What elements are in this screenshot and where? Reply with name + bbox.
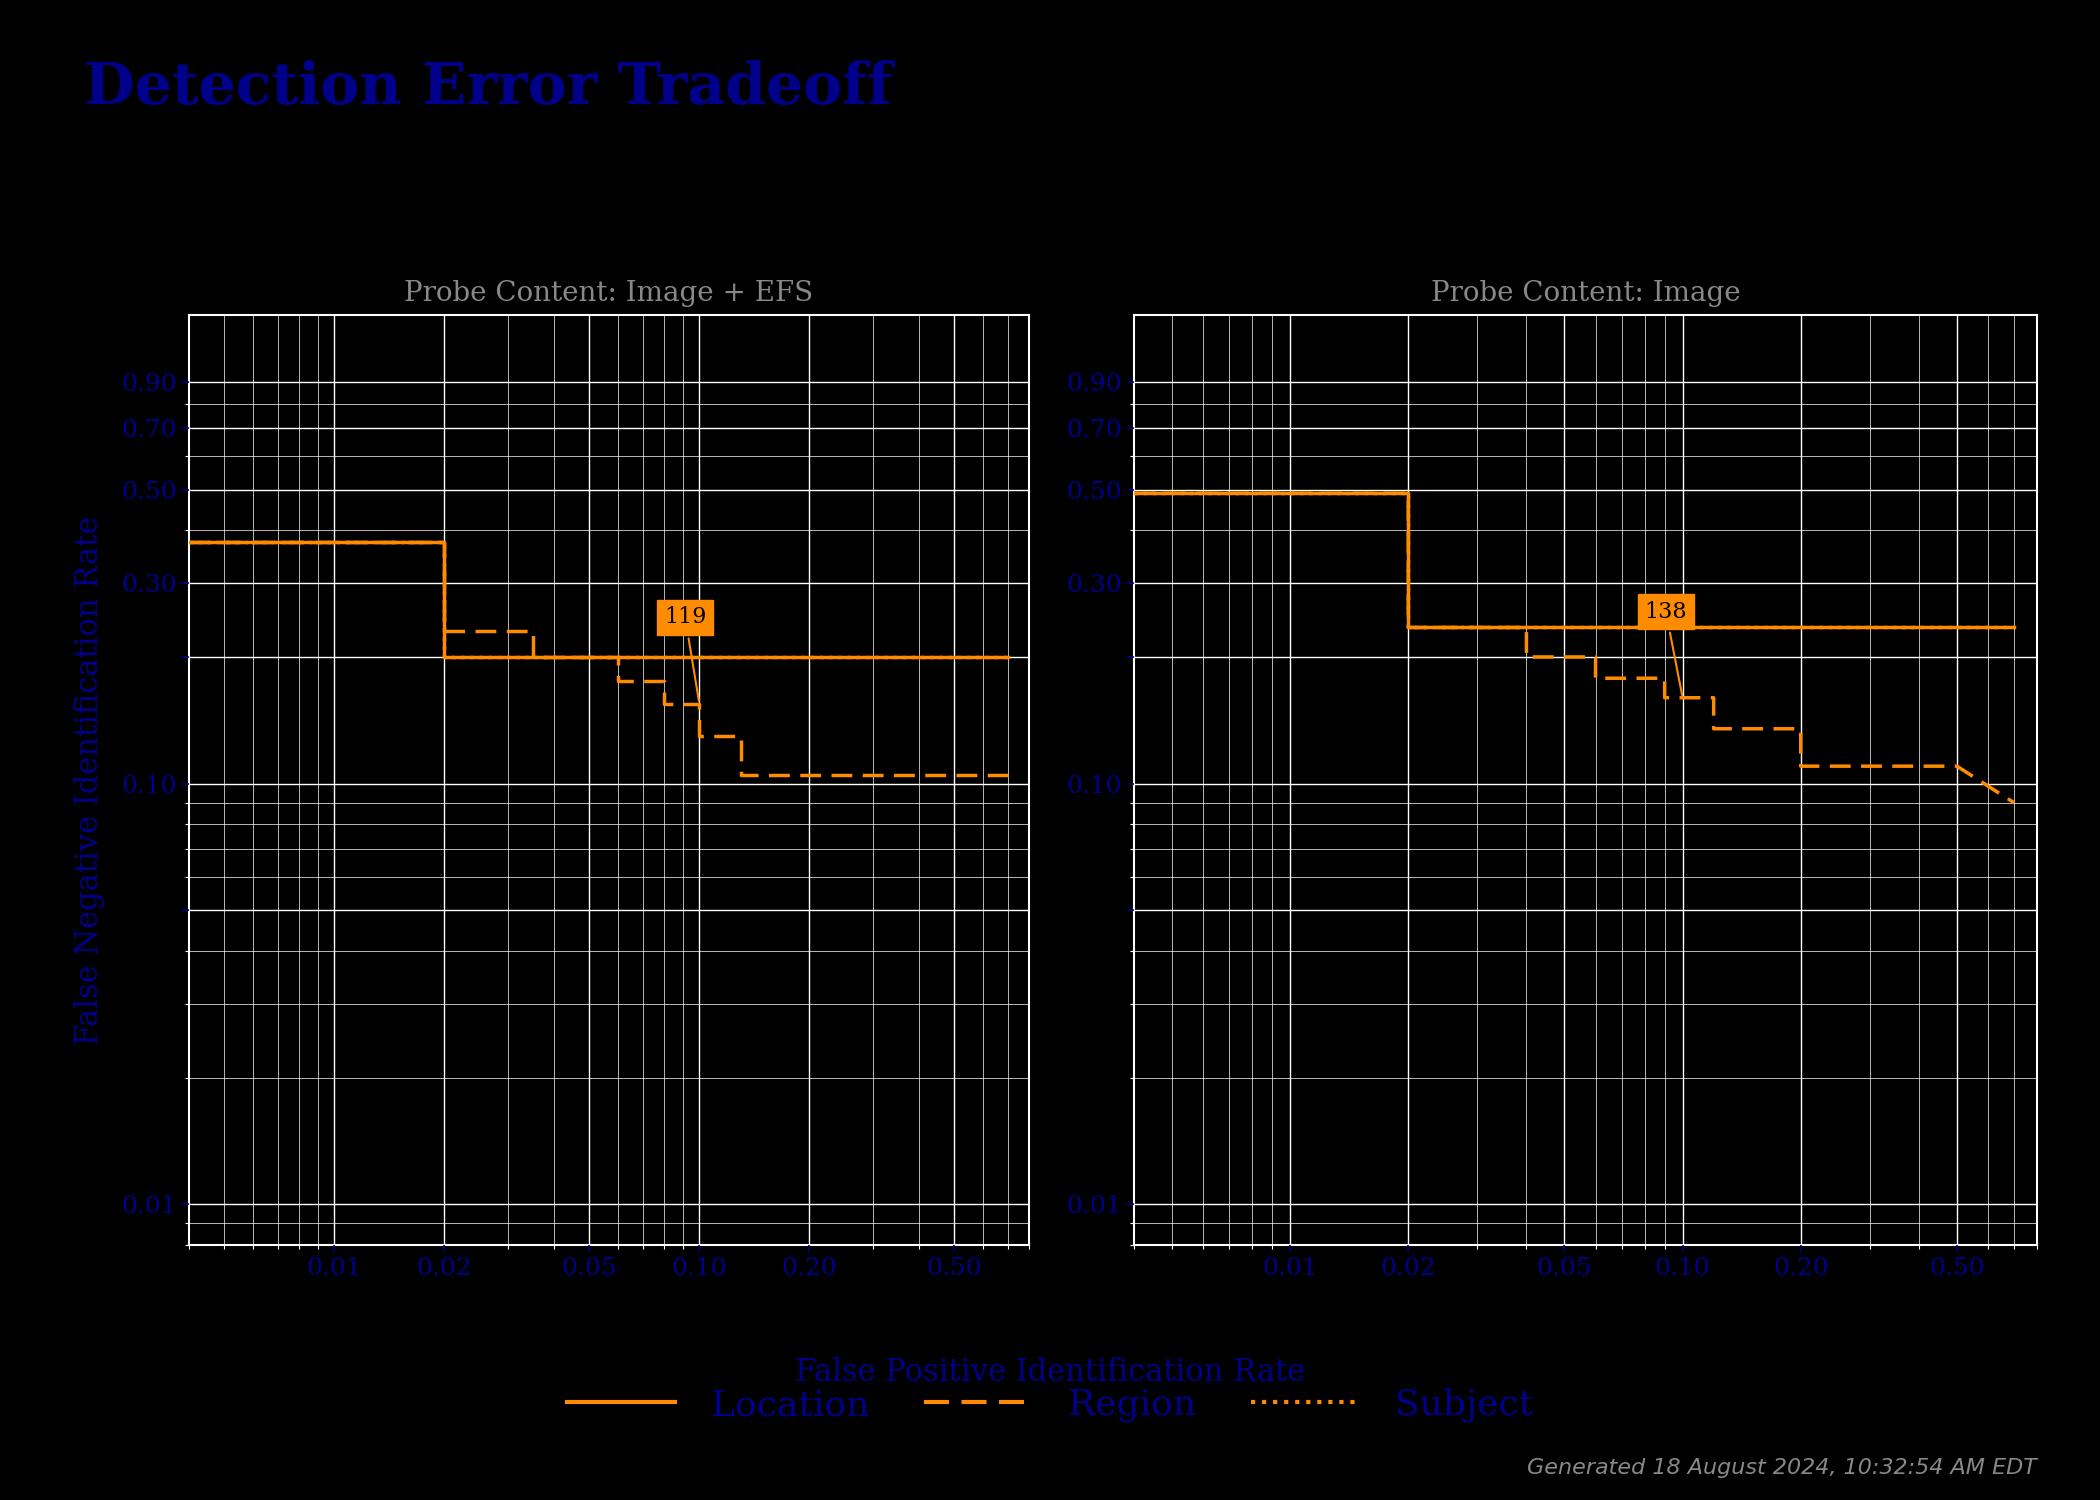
Title: Probe Content: Image + EFS: Probe Content: Image + EFS — [405, 280, 813, 308]
Text: Generated 18 August 2024, 10:32:54 AM EDT: Generated 18 August 2024, 10:32:54 AM ED… — [1527, 1458, 2037, 1478]
Title: Probe Content: Image: Probe Content: Image — [1430, 280, 1741, 308]
Text: Detection Error Tradeoff: Detection Error Tradeoff — [84, 60, 892, 116]
Text: 138: 138 — [1644, 600, 1686, 694]
Legend: Location, Region, Subject: Location, Region, Subject — [552, 1374, 1548, 1437]
Y-axis label: False Negative Identification Rate: False Negative Identification Rate — [74, 516, 105, 1044]
Text: 119: 119 — [664, 606, 706, 700]
Text: False Positive Identification Rate: False Positive Identification Rate — [796, 1358, 1304, 1388]
